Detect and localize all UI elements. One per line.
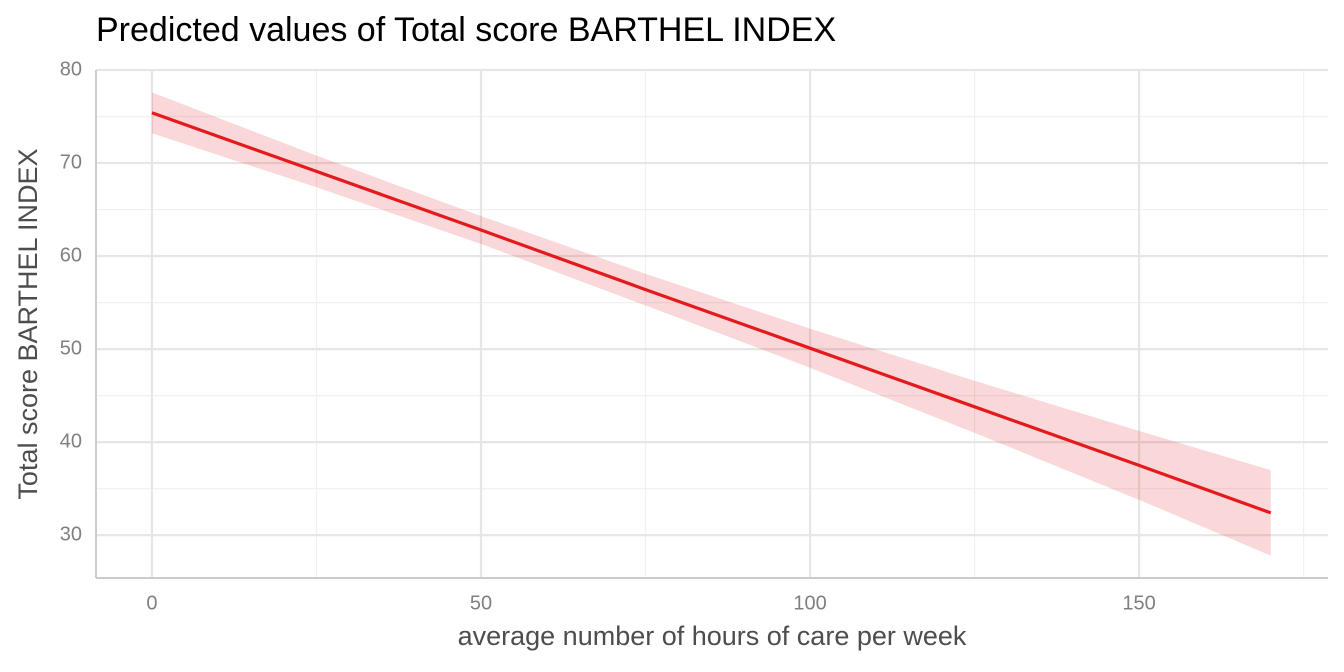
y-tick-label: 60 xyxy=(60,244,82,266)
prediction-line xyxy=(151,111,1272,515)
y-tick-label: 30 xyxy=(60,523,82,545)
x-axis-title: average number of hours of care per week xyxy=(458,621,967,651)
x-tick-label: 100 xyxy=(793,592,826,614)
x-tick-label: 150 xyxy=(1122,592,1155,614)
y-axis-title: Total score BARTHEL INDEX xyxy=(13,148,43,499)
x-tick-label: 0 xyxy=(146,592,157,614)
chart-title: Predicted values of Total score BARTHEL … xyxy=(96,11,836,49)
y-tick-label: 50 xyxy=(60,337,82,359)
confidence-band xyxy=(151,92,1271,556)
y-tick-label: 70 xyxy=(60,151,82,173)
y-tick-label: 80 xyxy=(60,58,82,80)
x-tick-label: 50 xyxy=(470,592,492,614)
y-tick-label: 40 xyxy=(60,430,82,452)
